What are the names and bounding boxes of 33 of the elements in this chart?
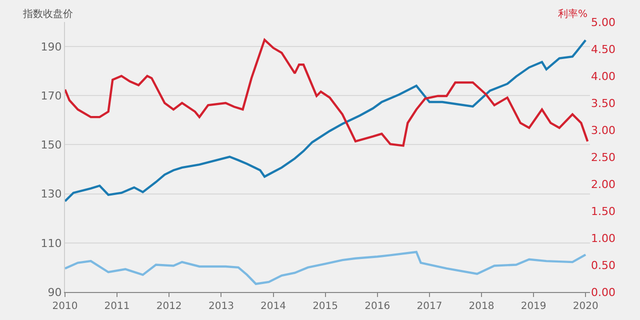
x-tick-label: 2010 (52, 301, 78, 312)
y-tick-label: 130 (40, 188, 62, 201)
y2-tick-label: 1.50 (591, 204, 616, 218)
y2-tick-label: 0.50 (591, 258, 616, 272)
y2-tick-label: 2.00 (591, 178, 616, 191)
x-tick-label: 2016 (364, 301, 390, 312)
y-tick-label: 190 (40, 40, 62, 54)
y2-tick-label: 4.00 (591, 70, 616, 83)
y2-tick-label: 0.00 (591, 286, 616, 299)
x-tick-label: 2011 (104, 301, 130, 312)
y-tick-label: 90 (48, 286, 62, 299)
y2-tick-label: 3.00 (591, 124, 616, 137)
x-tick-label: 2013 (208, 301, 234, 312)
y2-tick-label: 2.50 (591, 150, 616, 164)
x-tick-label: 2017 (416, 301, 442, 312)
x-tick-label: 2014 (260, 301, 286, 312)
y2-tick-label: 4.50 (591, 42, 616, 56)
line-series (65, 39, 587, 202)
line-series (65, 250, 587, 285)
line-series (65, 38, 589, 147)
y-tick-label: 170 (40, 89, 62, 102)
y-tick-label: 110 (40, 236, 62, 250)
y2-tick-label: 3.50 (591, 96, 616, 110)
x-tick-label: 2012 (156, 301, 182, 312)
x-tick-label: 2018 (468, 301, 494, 312)
y-axis-title: 指数收盘价 (22, 8, 73, 20)
x-tick-label: 2020 (572, 301, 598, 312)
y-tick-label: 150 (40, 138, 62, 152)
y2-tick-label: 5.00 (591, 16, 616, 29)
x-tick-label: 2015 (312, 301, 338, 312)
x-tick-label: 2019 (520, 301, 546, 312)
y2-axis-title: 利率% (558, 8, 588, 20)
y2-tick-label: 1.00 (591, 232, 616, 245)
